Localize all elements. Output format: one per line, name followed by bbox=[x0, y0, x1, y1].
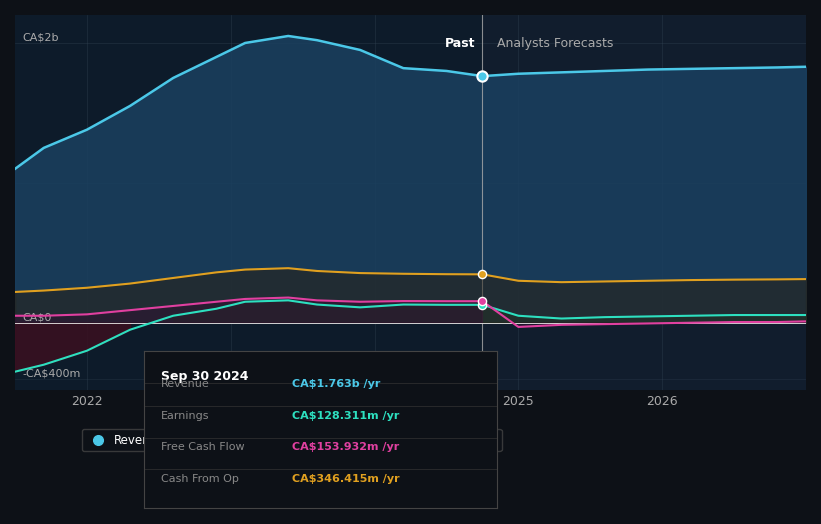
Text: Sep 30 2024: Sep 30 2024 bbox=[161, 370, 249, 383]
Text: -CA$400m: -CA$400m bbox=[22, 369, 80, 379]
Text: Revenue: Revenue bbox=[161, 379, 210, 389]
Text: Analysts Forecasts: Analysts Forecasts bbox=[497, 37, 613, 50]
Bar bbox=[483, 15, 806, 390]
Point bbox=[476, 297, 489, 305]
Text: Past: Past bbox=[445, 37, 475, 50]
Point bbox=[476, 72, 489, 80]
Legend: Revenue, Earnings, Free Cash Flow, Cash From Op: Revenue, Earnings, Free Cash Flow, Cash … bbox=[82, 429, 502, 452]
Point bbox=[476, 270, 489, 279]
Text: Free Cash Flow: Free Cash Flow bbox=[161, 442, 245, 452]
Text: CA$0: CA$0 bbox=[22, 313, 52, 323]
Text: Earnings: Earnings bbox=[161, 411, 210, 421]
Text: CA$2b: CA$2b bbox=[22, 33, 58, 43]
Text: CA$346.415m /yr: CA$346.415m /yr bbox=[292, 474, 400, 484]
Point bbox=[476, 301, 489, 309]
Text: Cash From Op: Cash From Op bbox=[161, 474, 239, 484]
Text: CA$1.763b /yr: CA$1.763b /yr bbox=[292, 379, 380, 389]
Text: CA$128.311m /yr: CA$128.311m /yr bbox=[292, 411, 399, 421]
Text: CA$153.932m /yr: CA$153.932m /yr bbox=[292, 442, 399, 452]
